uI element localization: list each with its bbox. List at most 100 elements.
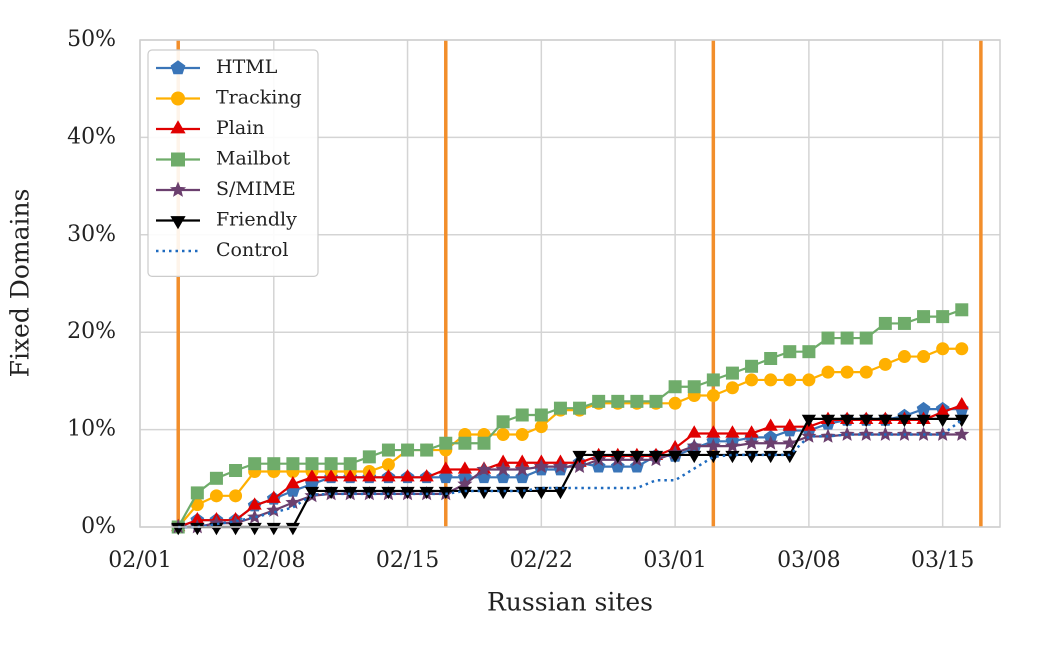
marker [936,310,950,324]
marker [304,469,320,482]
axes: 0% 10% 20% 30% 40% 50% 02/01 02/08 02/15 02/22 03/… [67,27,974,573]
marker [400,469,415,482]
marker [629,450,644,464]
marker [169,181,187,197]
marker [897,350,911,364]
marker [209,471,223,485]
marker [591,450,606,464]
marker [744,450,759,464]
marker [897,414,912,428]
marker [553,401,567,415]
marker [324,469,339,482]
marker [801,428,817,443]
marker [229,489,243,503]
y-tick-label: 40% [67,124,116,149]
marker [362,469,377,482]
marker [496,486,511,500]
marker [285,522,300,536]
marker [514,461,530,476]
marker [878,316,892,330]
marker [457,461,472,474]
marker [534,486,549,500]
marker [954,397,969,410]
marker [381,443,395,457]
marker [170,60,186,75]
marker [458,436,472,450]
marker [955,303,969,317]
x-tick-label: 03/15 [911,548,974,573]
series-line [178,418,963,529]
marker [592,394,606,408]
marker [859,365,873,379]
marker [840,331,854,345]
x-tick-label: 03/01 [643,548,706,573]
marker [764,351,778,365]
marker [745,359,759,373]
marker [745,373,759,387]
marker [725,425,740,438]
marker [324,486,339,500]
marker [935,414,950,428]
marker [381,458,395,472]
marker [782,435,798,450]
marker [209,489,223,503]
marker [724,438,740,453]
marker [170,216,186,230]
marker [496,427,510,441]
marker [552,458,568,474]
marker [247,497,262,510]
marker [305,457,319,471]
series [171,414,969,536]
y-tick-label: 30% [67,222,116,247]
marker [878,414,893,428]
legend-label: Friendly [216,209,297,231]
marker [916,414,931,428]
marker [496,415,510,429]
marker [247,522,262,536]
marker [686,438,702,453]
marker [610,450,625,464]
legend-label: S/MIME [216,178,296,200]
marker [266,490,281,503]
marker [782,450,797,464]
marker [725,381,739,395]
marker [248,457,262,471]
legend-label: HTML [216,56,278,78]
marker [763,418,778,431]
marker [229,464,243,478]
marker [611,394,625,408]
marker [401,443,415,457]
marker [687,380,701,394]
marker [420,443,434,457]
marker [764,373,778,387]
marker [687,425,702,438]
marker [763,435,779,450]
marker [573,401,587,415]
marker [228,522,243,536]
x-tick-label: 02/08 [242,548,305,573]
series [178,418,963,529]
marker [859,331,873,345]
marker [706,389,720,403]
marker [439,436,453,450]
marker [553,486,568,500]
marker [477,436,491,450]
marker [936,342,950,356]
marker [706,373,720,387]
marker [802,373,816,387]
marker [821,331,835,345]
marker [419,469,434,482]
x-tick-label: 02/22 [510,548,573,573]
legend-label: Plain [216,117,265,139]
marker [917,350,931,364]
marker [630,394,644,408]
marker [706,425,721,438]
marker [744,435,760,450]
marker [687,450,702,464]
marker [324,457,338,471]
marker [859,414,874,428]
y-tick-label: 50% [67,27,116,52]
marker [668,396,682,410]
marker [286,457,300,471]
legend: HTML Tracking Plain Mailbot S/MIME Friendly Co… [147,49,319,277]
